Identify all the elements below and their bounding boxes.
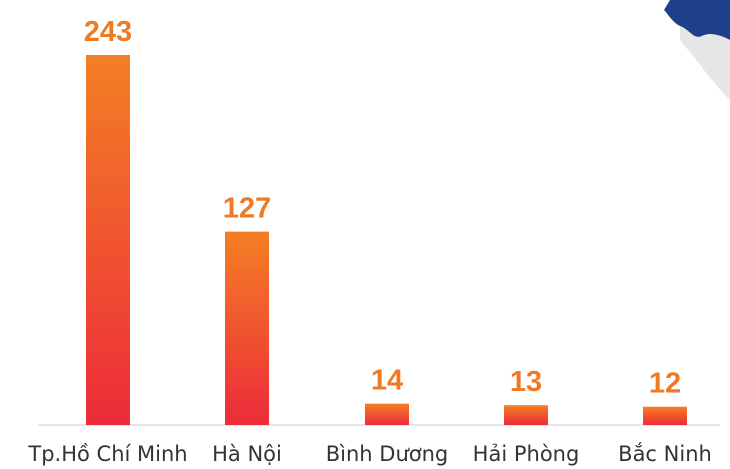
category-label-2: Bình Dương	[326, 442, 449, 466]
category-label-3: Hải Phòng	[473, 442, 580, 466]
value-label-2: 14	[371, 365, 403, 397]
value-label-0: 243	[84, 16, 132, 48]
bar-2	[365, 403, 409, 425]
map-fragment-icon	[664, 0, 730, 100]
category-label-1: Hà Nội	[212, 442, 282, 466]
category-labels-group: Tp.Hồ Chí Minh Hà Nội Bình Dương Hải Phòng B…	[27, 442, 711, 466]
category-label-4: Bắc Ninh	[618, 442, 712, 466]
value-labels-group: 243 127 14 13 12	[84, 16, 681, 400]
value-label-4: 12	[649, 368, 681, 400]
bars-group	[86, 55, 687, 425]
bar-4	[643, 406, 687, 425]
bar-0	[86, 55, 130, 425]
value-label-3: 13	[510, 366, 542, 398]
bar-1	[225, 231, 269, 425]
value-label-1: 127	[223, 193, 271, 225]
category-label-0: Tp.Hồ Chí Minh	[27, 442, 187, 466]
bar-3	[504, 405, 548, 425]
